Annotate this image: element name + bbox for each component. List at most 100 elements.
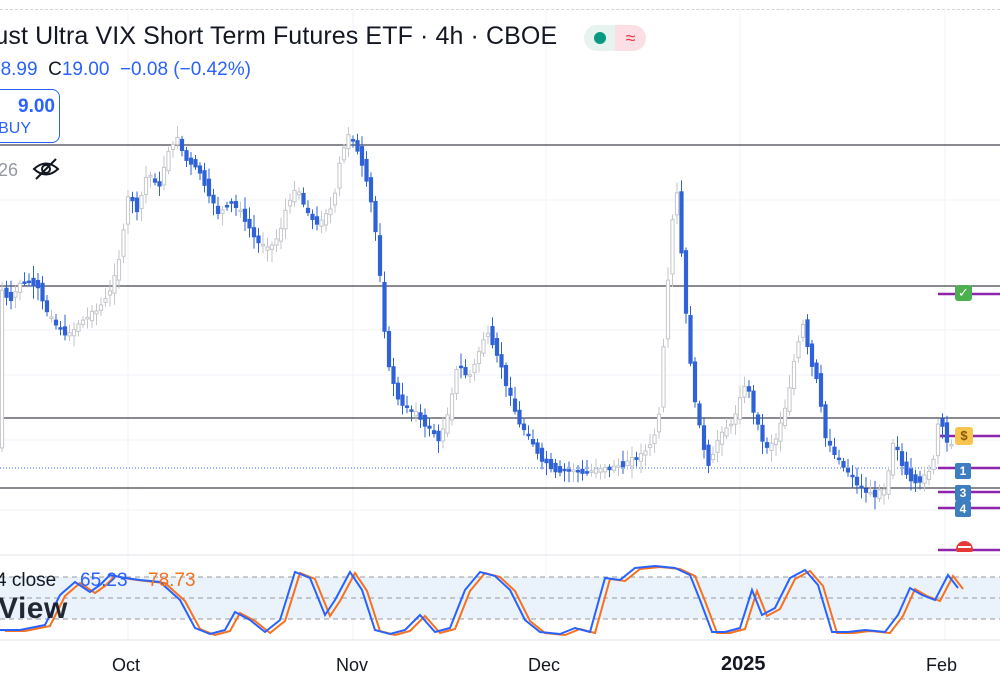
x-label-feb: Feb (926, 655, 958, 675)
candle-body (404, 405, 410, 408)
volume-value: 26 (0, 160, 19, 180)
change-value: −0.08 (−0.42%) (119, 59, 251, 80)
candle-body (899, 451, 905, 466)
candle-body (323, 213, 329, 226)
candle-body (238, 209, 243, 213)
candle-body (125, 196, 131, 225)
candle-body (481, 339, 486, 354)
candle-body (926, 470, 932, 480)
candle-body (859, 485, 864, 489)
candle-body (778, 422, 783, 442)
candle-body (683, 250, 689, 314)
green-dot-icon[interactable] (584, 25, 615, 51)
candle-body (841, 460, 846, 468)
candle-body (346, 134, 351, 150)
candle-body (413, 411, 419, 417)
candle-body (26, 280, 32, 284)
candle-body (715, 439, 720, 453)
candle-body (742, 385, 747, 398)
candle-body (80, 319, 86, 325)
candle-body (337, 162, 342, 189)
stoch-k-line (0, 564, 959, 636)
indicator-d-value: 78.73 (148, 570, 196, 591)
candle-body (908, 468, 914, 482)
candle-body (665, 279, 671, 340)
candle-body (724, 427, 729, 437)
candle-body (796, 341, 801, 359)
candle-body (166, 150, 171, 172)
candle-body (188, 157, 194, 165)
candle-body (814, 362, 819, 380)
candle-body (121, 229, 126, 257)
candle-body (512, 398, 518, 412)
candle-body (229, 201, 234, 204)
status-badges[interactable]: ≈ (584, 25, 646, 51)
candle-body (206, 178, 212, 197)
candle-body (197, 165, 203, 174)
candle-body (652, 434, 657, 445)
candle-body (418, 412, 423, 420)
dollar-icon[interactable]: $ (955, 427, 973, 445)
candle-body (877, 489, 882, 500)
candle-body (823, 404, 828, 439)
candle-body (616, 465, 621, 468)
candle-body (580, 468, 585, 474)
candle-body (503, 365, 509, 387)
candle-body (773, 438, 779, 446)
candle-body (400, 394, 405, 406)
marker-4[interactable]: 4 (955, 501, 971, 517)
candle-body (575, 469, 581, 473)
candle-body (535, 442, 540, 454)
marker-3[interactable]: 3 (955, 485, 971, 501)
ohlc-value: 18.99 (0, 59, 38, 80)
candle-body (737, 397, 743, 420)
candle-body (157, 181, 162, 187)
chart-title: rust Ultra VIX Short Term Futures ETF · … (0, 22, 558, 50)
candle-body (274, 238, 279, 246)
candle-body (382, 281, 387, 332)
candle-body (368, 177, 374, 203)
candle-body (485, 332, 491, 337)
marker-1[interactable]: 1 (955, 463, 971, 479)
wave-icon[interactable]: ≈ (615, 25, 646, 51)
candle-body (904, 461, 909, 475)
candle-body (701, 425, 707, 450)
check-icon[interactable]: ✓ (955, 285, 972, 301)
candle-body (868, 491, 873, 495)
candle-body (602, 467, 608, 473)
candle-body (4, 287, 9, 298)
eye-hidden-icon[interactable] (32, 157, 60, 181)
candle-body (850, 474, 855, 478)
candle-body (931, 458, 936, 471)
candle-body (494, 338, 500, 356)
candle-body (809, 343, 815, 367)
candle-body (8, 291, 14, 302)
x-label-dec: Dec (528, 655, 561, 675)
candle-body (548, 458, 554, 470)
candle-body (598, 467, 603, 473)
close-value: 19.00 (61, 59, 110, 80)
candle-body (674, 192, 680, 216)
candle-body (913, 474, 918, 484)
candle-body (688, 315, 693, 364)
candle-body (661, 346, 666, 408)
candle-body (647, 444, 653, 449)
candle-body (44, 300, 50, 313)
candle-body (710, 453, 716, 461)
stoch-lines (0, 564, 964, 637)
candle-body (283, 209, 288, 230)
candle-body (220, 209, 225, 214)
candle-body (22, 281, 27, 284)
candle-body (247, 218, 252, 229)
buy-label: BUY (0, 120, 31, 137)
candle-body (584, 471, 590, 474)
buy-button[interactable]: 9.00 BUY (0, 89, 60, 143)
candle-body (134, 197, 140, 213)
candle-body (863, 488, 869, 493)
candle-body (827, 440, 833, 446)
candle-body (521, 423, 527, 431)
candle-body (620, 461, 626, 468)
candle-body (787, 387, 792, 412)
stop-icon[interactable] (956, 541, 973, 552)
